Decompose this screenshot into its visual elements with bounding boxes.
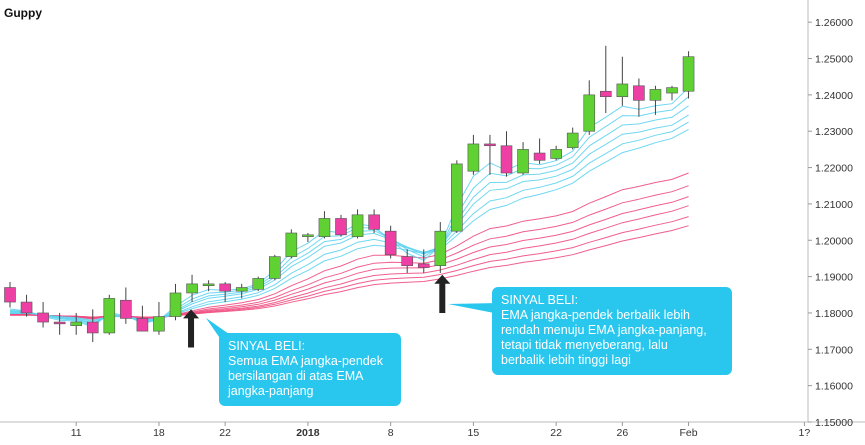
y-tick-label: 1.24000	[815, 90, 853, 102]
bullish-candle	[616, 83, 629, 97]
y-tick-label: 1.23000	[815, 126, 853, 138]
x-tick-label: 22	[550, 427, 562, 439]
buy-signal-arrow	[183, 309, 200, 348]
y-tick-label: 1.26000	[815, 17, 853, 29]
bearish-candle	[484, 143, 496, 147]
bullish-candle	[566, 132, 579, 148]
x-tick-label: Feb	[680, 427, 698, 439]
buy-signal-arrow	[434, 274, 451, 313]
bearish-candle	[37, 312, 49, 323]
bearish-candle	[633, 85, 645, 101]
bullish-candle	[467, 143, 480, 172]
y-tick-label: 1.18000	[815, 308, 853, 320]
chart-title: Guppy	[4, 6, 42, 20]
bullish-candle	[169, 292, 182, 317]
bullish-candle	[550, 149, 562, 159]
bearish-candle	[53, 321, 66, 325]
bearish-candle	[384, 230, 397, 256]
bullish-candle	[351, 214, 364, 237]
callout-2-line: tetapi tidak menyeberang, lalu	[501, 338, 668, 352]
callout-1-line: jangka-panjang	[228, 384, 314, 398]
bullish-candle	[235, 287, 248, 292]
bullish-candle	[682, 56, 695, 92]
x-tick-label: 15	[468, 427, 480, 439]
x-tick-label: 8	[388, 427, 394, 439]
x-tick-label: 1?	[799, 427, 811, 439]
y-tick-label: 1.15000	[815, 417, 853, 429]
bullish-candle	[186, 283, 198, 294]
bearish-candle	[368, 214, 380, 230]
bearish-candle	[4, 287, 16, 303]
bullish-candle	[70, 321, 82, 326]
bearish-candle	[335, 218, 347, 236]
bullish-candle	[318, 218, 331, 237]
x-tick-label: 11	[71, 427, 82, 439]
bearish-candle	[136, 318, 149, 332]
bearish-candle	[86, 321, 99, 334]
bearish-candle	[20, 301, 33, 314]
callout-2-line: EMA jangka-pendek berbalik lebih	[501, 308, 691, 322]
callout-1-line: Semua EMA jangka-pendek	[228, 354, 383, 368]
bullish-candle	[202, 283, 215, 286]
bearish-candle	[401, 256, 414, 267]
buy-signal-callout-2: SINYAL BELI: EMA jangka-pendek berbalik …	[492, 287, 732, 375]
callout-2-title: SINYAL BELI:	[501, 293, 579, 307]
bearish-candle	[417, 263, 430, 268]
y-tick-label: 1.19000	[815, 272, 853, 284]
y-tick-label: 1.16000	[815, 381, 853, 393]
x-tick-label: 22	[219, 427, 231, 439]
bullish-candle	[285, 232, 298, 257]
y-tick-label: 1.17000	[815, 344, 853, 356]
bullish-candle	[666, 87, 678, 94]
bullish-candle	[268, 256, 281, 279]
bullish-candle	[153, 316, 165, 332]
bearish-candle	[219, 283, 231, 292]
bullish-candle	[103, 298, 116, 334]
bullish-candle	[434, 230, 447, 267]
y-tick-label: 1.21000	[815, 199, 853, 211]
x-tick-label: 18	[153, 427, 165, 439]
buy-signal-callout-1: SINYAL BELI: Semua EMA jangka-pendek ber…	[219, 333, 401, 406]
bearish-candle	[533, 152, 546, 161]
bullish-candle	[517, 149, 529, 174]
bearish-candle	[599, 90, 612, 97]
callout-1-title: SINYAL BELI:	[228, 339, 306, 353]
bullish-candle	[583, 94, 596, 132]
y-tick-label: 1.25000	[815, 54, 853, 66]
y-tick-label: 1.22000	[815, 163, 853, 175]
bullish-candle	[451, 163, 463, 232]
bearish-candle	[120, 299, 132, 319]
bearish-candle	[500, 145, 513, 174]
x-tick-label: 2018	[296, 427, 320, 439]
callout-2-line: berbalik lebih tinggi lagi	[501, 353, 631, 367]
bullish-candle	[649, 89, 662, 101]
bullish-candle	[302, 234, 314, 237]
x-tick-label: 26	[617, 427, 629, 439]
callout-1-line: bersilangan di atas EMA	[228, 369, 364, 383]
y-tick-label: 1.20000	[815, 235, 853, 247]
callout-2-line: rendah menuju EMA jangka-panjang,	[501, 323, 707, 337]
bullish-candle	[252, 278, 265, 290]
